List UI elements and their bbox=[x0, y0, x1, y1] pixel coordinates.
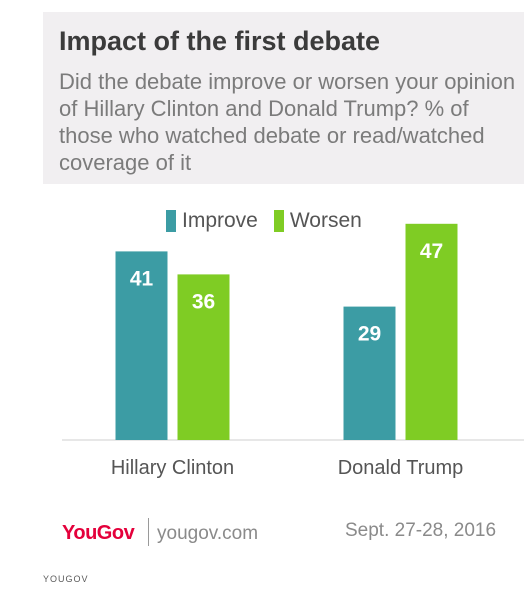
footer-watermark: YOUGOV bbox=[43, 574, 89, 584]
chart-title: Impact of the first debate bbox=[59, 26, 381, 56]
bar-worsen-0 bbox=[177, 274, 230, 440]
legend-label-worsen: Worsen bbox=[289, 209, 362, 232]
legend-swatch-improve bbox=[166, 210, 176, 232]
chart-header: Impact of the first debate Did the debat… bbox=[43, 12, 524, 184]
category-label-1: Donald Trump bbox=[338, 457, 464, 479]
bar-worsen-1 bbox=[405, 223, 458, 440]
data-label-worsen-0: 36 bbox=[192, 290, 215, 313]
data-label-worsen-1: 47 bbox=[420, 240, 443, 263]
footer-url: yougov.com bbox=[157, 523, 259, 544]
legend-swatch-worsen bbox=[273, 210, 284, 232]
yougov-logo: YouGov bbox=[62, 522, 135, 544]
legend-label-improve: Improve bbox=[182, 209, 258, 232]
category-label-0: Hillary Clinton bbox=[111, 457, 234, 479]
data-label-improve-1: 29 bbox=[358, 323, 381, 346]
chart-legend: Improve Worsen bbox=[166, 208, 378, 234]
bar-improve-1 bbox=[343, 306, 396, 440]
footer-divider bbox=[148, 518, 149, 546]
legend-item-improve: Improve bbox=[166, 209, 258, 233]
data-label-improve-0: 41 bbox=[130, 267, 154, 290]
legend-item-worsen: Worsen bbox=[273, 209, 362, 233]
chart-subtitle: Did the debate improve or worsen your op… bbox=[59, 69, 516, 175]
bar-improve-0 bbox=[115, 251, 168, 440]
footer-date: Sept. 27-28, 2016 bbox=[345, 520, 497, 541]
